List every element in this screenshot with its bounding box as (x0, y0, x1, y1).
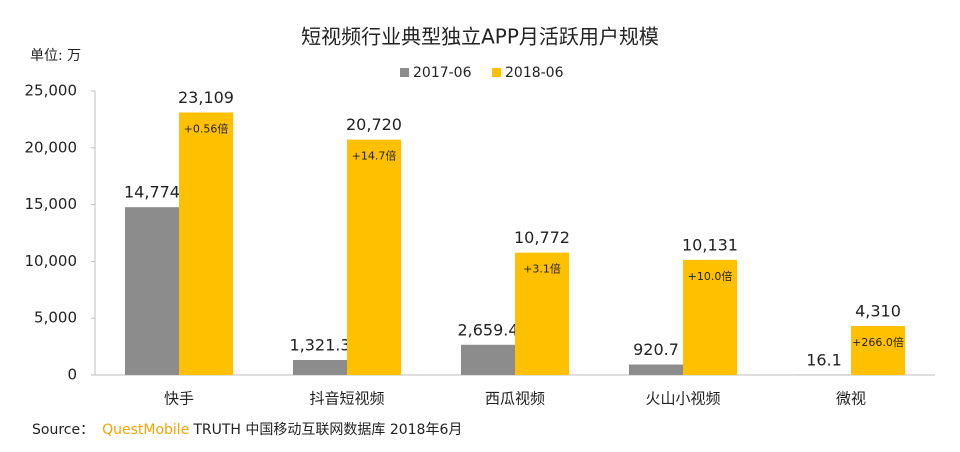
bar (515, 252, 569, 375)
x-tick-label: 快手 (164, 390, 194, 408)
bar (125, 207, 179, 375)
source-prefix: Source： QuestMobile TRUTH 中国移动互联网数据库 2018年… (32, 422, 462, 438)
source-brand: QuestMobile (102, 422, 189, 438)
source-prefix-text: Source： (32, 422, 94, 438)
source-text: TRUTH 中国移动互联网数据库 2018年6月 (192, 422, 462, 438)
legend-label: 2018-06 (505, 65, 564, 81)
y-tick-label: 10,000 (25, 252, 78, 270)
bar (347, 139, 401, 375)
legend-label: 2017-06 (413, 65, 472, 81)
chart-title: 短视频行业典型独立APP月活跃用户规模 (301, 25, 659, 49)
value-label: 14,774 (124, 183, 180, 202)
value-label: 10,772 (514, 228, 570, 247)
x-tick-label: 火山小视频 (645, 390, 720, 408)
value-label: 16.1 (806, 350, 842, 369)
y-tick-label: 5,000 (34, 309, 77, 327)
legend-swatch (492, 68, 501, 77)
bar (293, 359, 347, 375)
value-label: 920.7 (633, 340, 679, 359)
y-tick-label: 20,000 (25, 138, 78, 156)
x-tick-label: 西瓜视频 (485, 390, 545, 408)
x-tick-label: 抖音短视频 (309, 390, 384, 408)
unit-label: 单位: 万 (30, 48, 81, 64)
y-tick-label: 25,000 (25, 82, 78, 100)
y-tick-label: 15,000 (25, 195, 78, 213)
bar (683, 259, 737, 375)
value-label: 20,720 (346, 115, 402, 134)
growth-label: +3.1倍 (523, 262, 561, 276)
growth-label: +0.56倍 (184, 121, 229, 135)
value-label: 1,321.3 (289, 335, 350, 354)
value-label: 2,659.4 (457, 320, 518, 339)
bar (851, 326, 905, 375)
growth-label: +266.0倍 (852, 335, 904, 349)
growth-label: +10.0倍 (688, 269, 733, 283)
value-label: 23,109 (178, 88, 234, 107)
value-label: 4,310 (855, 302, 901, 321)
bar (629, 364, 683, 375)
bar (461, 344, 515, 375)
x-tick-label: 微视 (836, 390, 866, 408)
legend-swatch (400, 68, 409, 77)
value-label: 10,131 (682, 235, 738, 254)
bar (179, 112, 233, 376)
growth-label: +14.7倍 (352, 149, 397, 163)
y-tick-label: 0 (67, 366, 77, 384)
